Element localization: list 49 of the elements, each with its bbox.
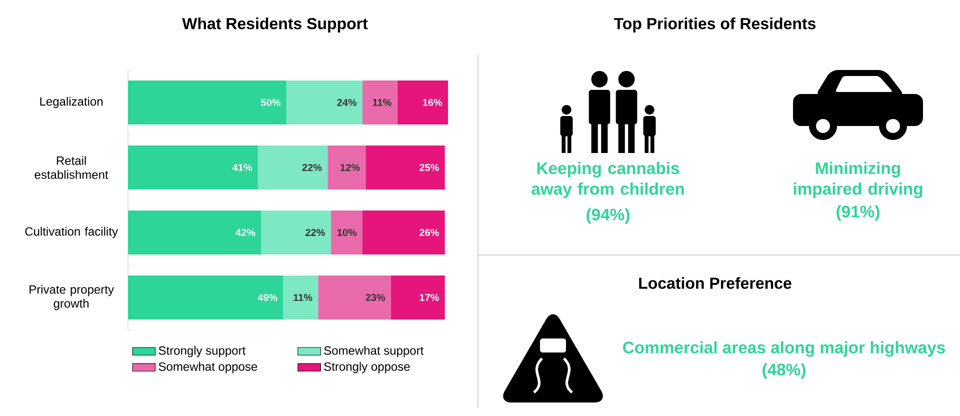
y-tick-label: Retail establishment	[34, 156, 108, 179]
y-tick-label: Private property growth	[30, 284, 114, 310]
bar	[258, 145, 328, 190]
data-label: 17%	[420, 294, 439, 302]
y-tick-label: Legalization	[40, 96, 103, 108]
bar	[390, 275, 445, 320]
bar	[362, 210, 445, 254]
data-label: 26%	[420, 228, 439, 236]
text: Minimizing impaired driving	[794, 162, 922, 198]
legend-label: Strongly support	[158, 346, 246, 358]
legend-label: Strongly oppose	[324, 362, 410, 374]
text: (91%)	[836, 205, 880, 221]
data-label: 11%	[372, 98, 392, 106]
chart-title: What Residents Support	[182, 18, 368, 32]
bar	[362, 80, 398, 124]
data-label: 23%	[366, 294, 386, 302]
data-label: 22%	[306, 228, 325, 236]
legend-label: Somewhat support	[324, 346, 424, 358]
text: Keeping cannabis away from children	[532, 162, 684, 198]
data-label: 16%	[423, 98, 442, 106]
bar	[128, 145, 258, 190]
bar	[128, 210, 262, 254]
text: Location Preference	[639, 277, 792, 289]
bar	[318, 275, 391, 320]
data-label: 41%	[232, 164, 252, 172]
data-label: 42%	[236, 228, 256, 236]
data-label: 22%	[302, 164, 322, 172]
data-label: 11%	[294, 294, 312, 302]
bar	[128, 275, 284, 320]
bar	[328, 145, 366, 190]
data-label: 12%	[340, 164, 360, 172]
data-label: 50%	[261, 98, 281, 106]
bar	[366, 145, 445, 190]
y-tick-label: Cultivation facility	[25, 226, 118, 238]
data-label: 49%	[258, 294, 278, 302]
data-label: 24%	[337, 98, 357, 106]
text: (94%)	[586, 208, 630, 224]
bar	[128, 80, 286, 124]
legend-label: Somewhat oppose	[158, 362, 258, 374]
bar	[330, 210, 362, 254]
data-label: 10%	[337, 228, 357, 236]
data-label: 25%	[420, 164, 439, 172]
bar	[286, 80, 362, 124]
text: Top Priorities of Residents	[614, 18, 816, 32]
text: Commercial areas along major highways	[623, 341, 945, 357]
bar	[397, 80, 448, 124]
bar	[261, 210, 331, 254]
text: (48%)	[762, 363, 806, 379]
bar	[283, 275, 318, 320]
